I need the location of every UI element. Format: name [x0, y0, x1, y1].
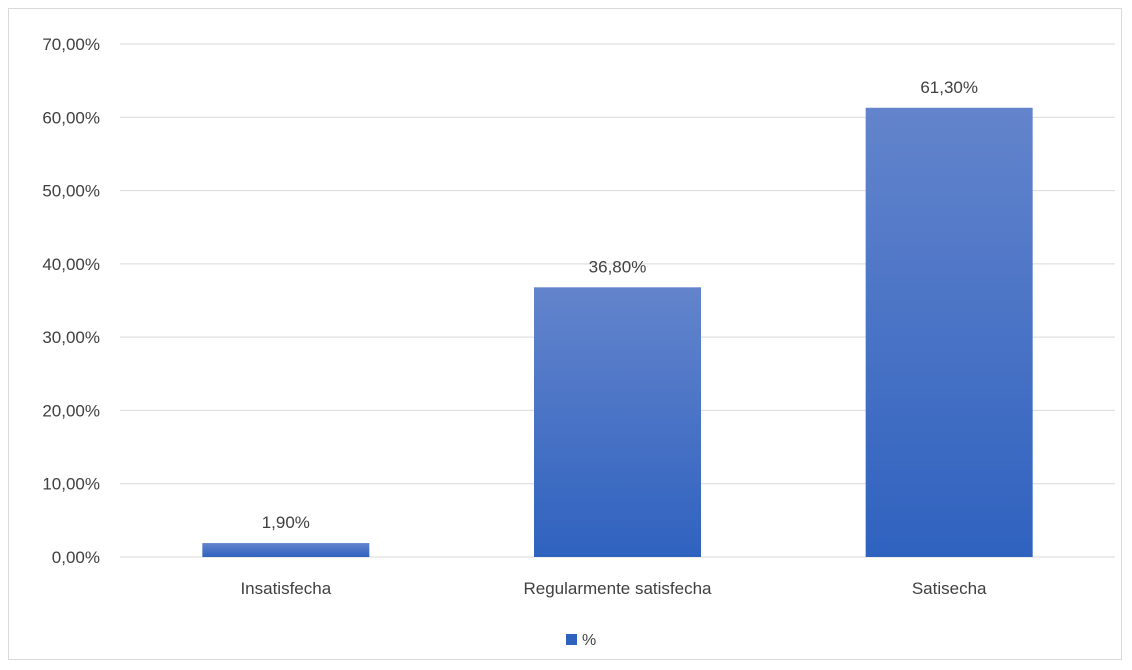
bar — [865, 107, 1033, 557]
bar-data-label: 1,90% — [262, 513, 310, 532]
bar-data-label: 36,80% — [589, 257, 647, 276]
bar — [202, 543, 370, 557]
x-tick-label: Satisecha — [912, 579, 987, 598]
legend: % — [566, 632, 596, 649]
y-tick-label: 50,00% — [42, 182, 100, 201]
y-axis-tick-labels: 0,00% 10,00% 20,00% 30,00% 40,00% 50,00% 60,00… — [42, 35, 100, 567]
y-tick-label: 30,00% — [42, 328, 100, 347]
x-axis-tick-labels: Insatisfecha Regularmente satisfecha Satis… — [240, 579, 987, 598]
x-tick-label: Regularmente satisfecha — [523, 579, 712, 598]
bar-data-label: 61,30% — [920, 78, 978, 97]
data-labels: 1,90% 36,80% 61,30% — [262, 78, 978, 532]
bar — [534, 287, 701, 557]
y-tick-label: 20,00% — [42, 401, 100, 420]
y-tick-label: 60,00% — [42, 108, 100, 127]
legend-swatch — [566, 634, 577, 645]
bars — [202, 107, 1033, 557]
y-tick-label: 0,00% — [52, 548, 100, 567]
y-tick-label: 10,00% — [42, 475, 100, 494]
y-tick-label: 70,00% — [42, 35, 100, 54]
y-tick-label: 40,00% — [42, 255, 100, 274]
x-tick-label: Insatisfecha — [240, 579, 331, 598]
legend-label: % — [582, 632, 596, 649]
